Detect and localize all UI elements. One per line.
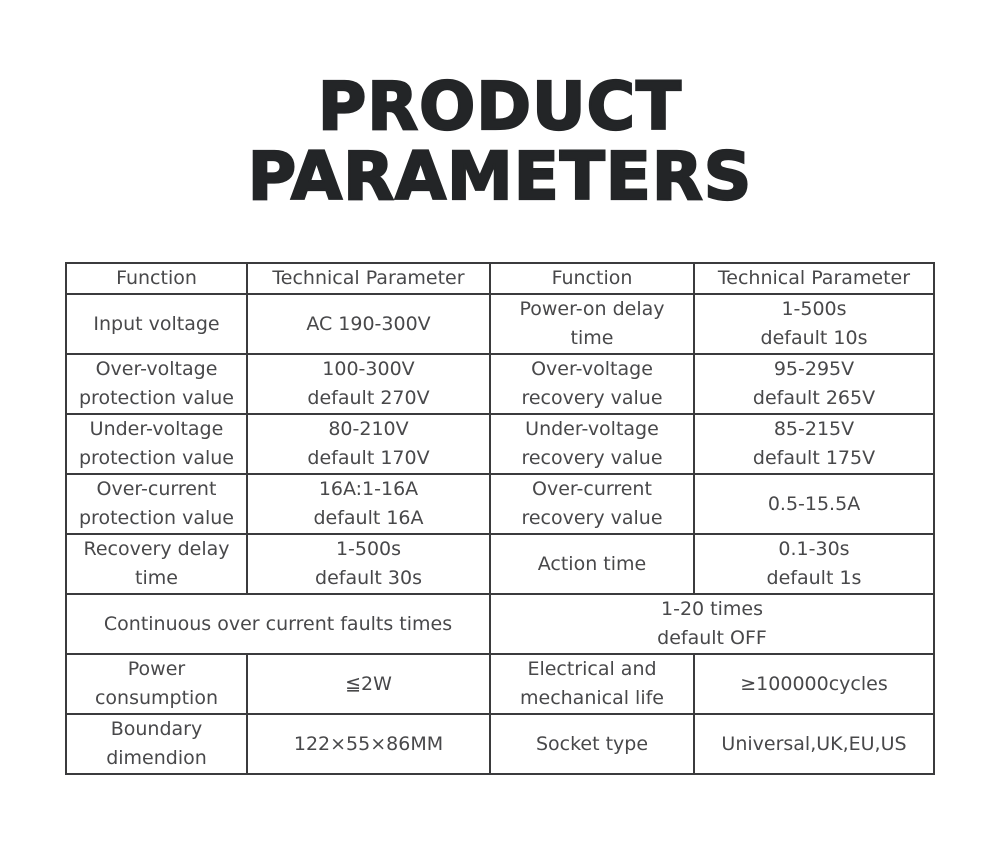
table-cell: Electrical and mechanical life	[489, 653, 695, 715]
page-title-line-1: PRODUCT	[317, 68, 683, 145]
table-cell: Under-voltage recovery value	[489, 413, 695, 475]
table-row: Boundary dimendion 122×55×86MM Socket ty…	[65, 713, 935, 775]
header-cell-parameter-right: Technical Parameter	[693, 262, 935, 295]
table-cell-merged-right: 1-20 times default OFF	[489, 593, 935, 655]
table-cell: Recovery delay time	[65, 533, 248, 595]
page-title-line-2: PARAMETERS	[247, 138, 753, 215]
table-cell: Over-voltage protection value	[65, 353, 248, 415]
table-cell: 85-215V default 175V	[693, 413, 935, 475]
table-cell: 0.1-30s default 1s	[693, 533, 935, 595]
table-cell: Over-current protection value	[65, 473, 248, 535]
table-cell: 100-300V default 270V	[246, 353, 491, 415]
table-header-row: Function Technical Parameter Function Te…	[65, 262, 935, 295]
table-row: Input voltage AC 190-300V Power-on delay…	[65, 293, 935, 355]
table-cell: Input voltage	[65, 293, 248, 355]
table-cell: 122×55×86MM	[246, 713, 491, 775]
table-cell: 1-500s default 30s	[246, 533, 491, 595]
table-cell: ≥100000cycles	[693, 653, 935, 715]
table-cell: Socket type	[489, 713, 695, 775]
header-cell-function-right: Function	[489, 262, 695, 295]
header-cell-parameter-left: Technical Parameter	[246, 262, 491, 295]
table-cell: AC 190-300V	[246, 293, 491, 355]
table-cell: Over-current recovery value	[489, 473, 695, 535]
table-row: Over-voltage protection value 100-300V d…	[65, 353, 935, 415]
table-cell: ≦2W	[246, 653, 491, 715]
table-row: Power consumption ≦2W Electrical and mec…	[65, 653, 935, 715]
table-cell: 16A:1-16A default 16A	[246, 473, 491, 535]
table-cell: 0.5-15.5A	[693, 473, 935, 535]
table-cell: Over-voltage recovery value	[489, 353, 695, 415]
header-cell-function-left: Function	[65, 262, 248, 295]
table-cell: 95-295V default 265V	[693, 353, 935, 415]
table-cell: 80-210V default 170V	[246, 413, 491, 475]
table-row: Over-current protection value 16A:1-16A …	[65, 473, 935, 535]
table-cell-merged-left: Continuous over current faults times	[65, 593, 491, 655]
table-cell: Universal,UK,EU,US	[693, 713, 935, 775]
table-cell: 1-500s default 10s	[693, 293, 935, 355]
table-row: Under-voltage protection value 80-210V d…	[65, 413, 935, 475]
table-cell: Power consumption	[65, 653, 248, 715]
parameters-table: Function Technical Parameter Function Te…	[65, 262, 935, 775]
table-merged-row: Continuous over current faults times 1-2…	[65, 593, 935, 655]
table-cell: Power-on delay time	[489, 293, 695, 355]
table-cell: Under-voltage protection value	[65, 413, 248, 475]
table-cell: Boundary dimendion	[65, 713, 248, 775]
table-cell: Action time	[489, 533, 695, 595]
table-row: Recovery delay time 1-500s default 30s A…	[65, 533, 935, 595]
page-title: PRODUCT PARAMETERS	[0, 0, 1000, 212]
